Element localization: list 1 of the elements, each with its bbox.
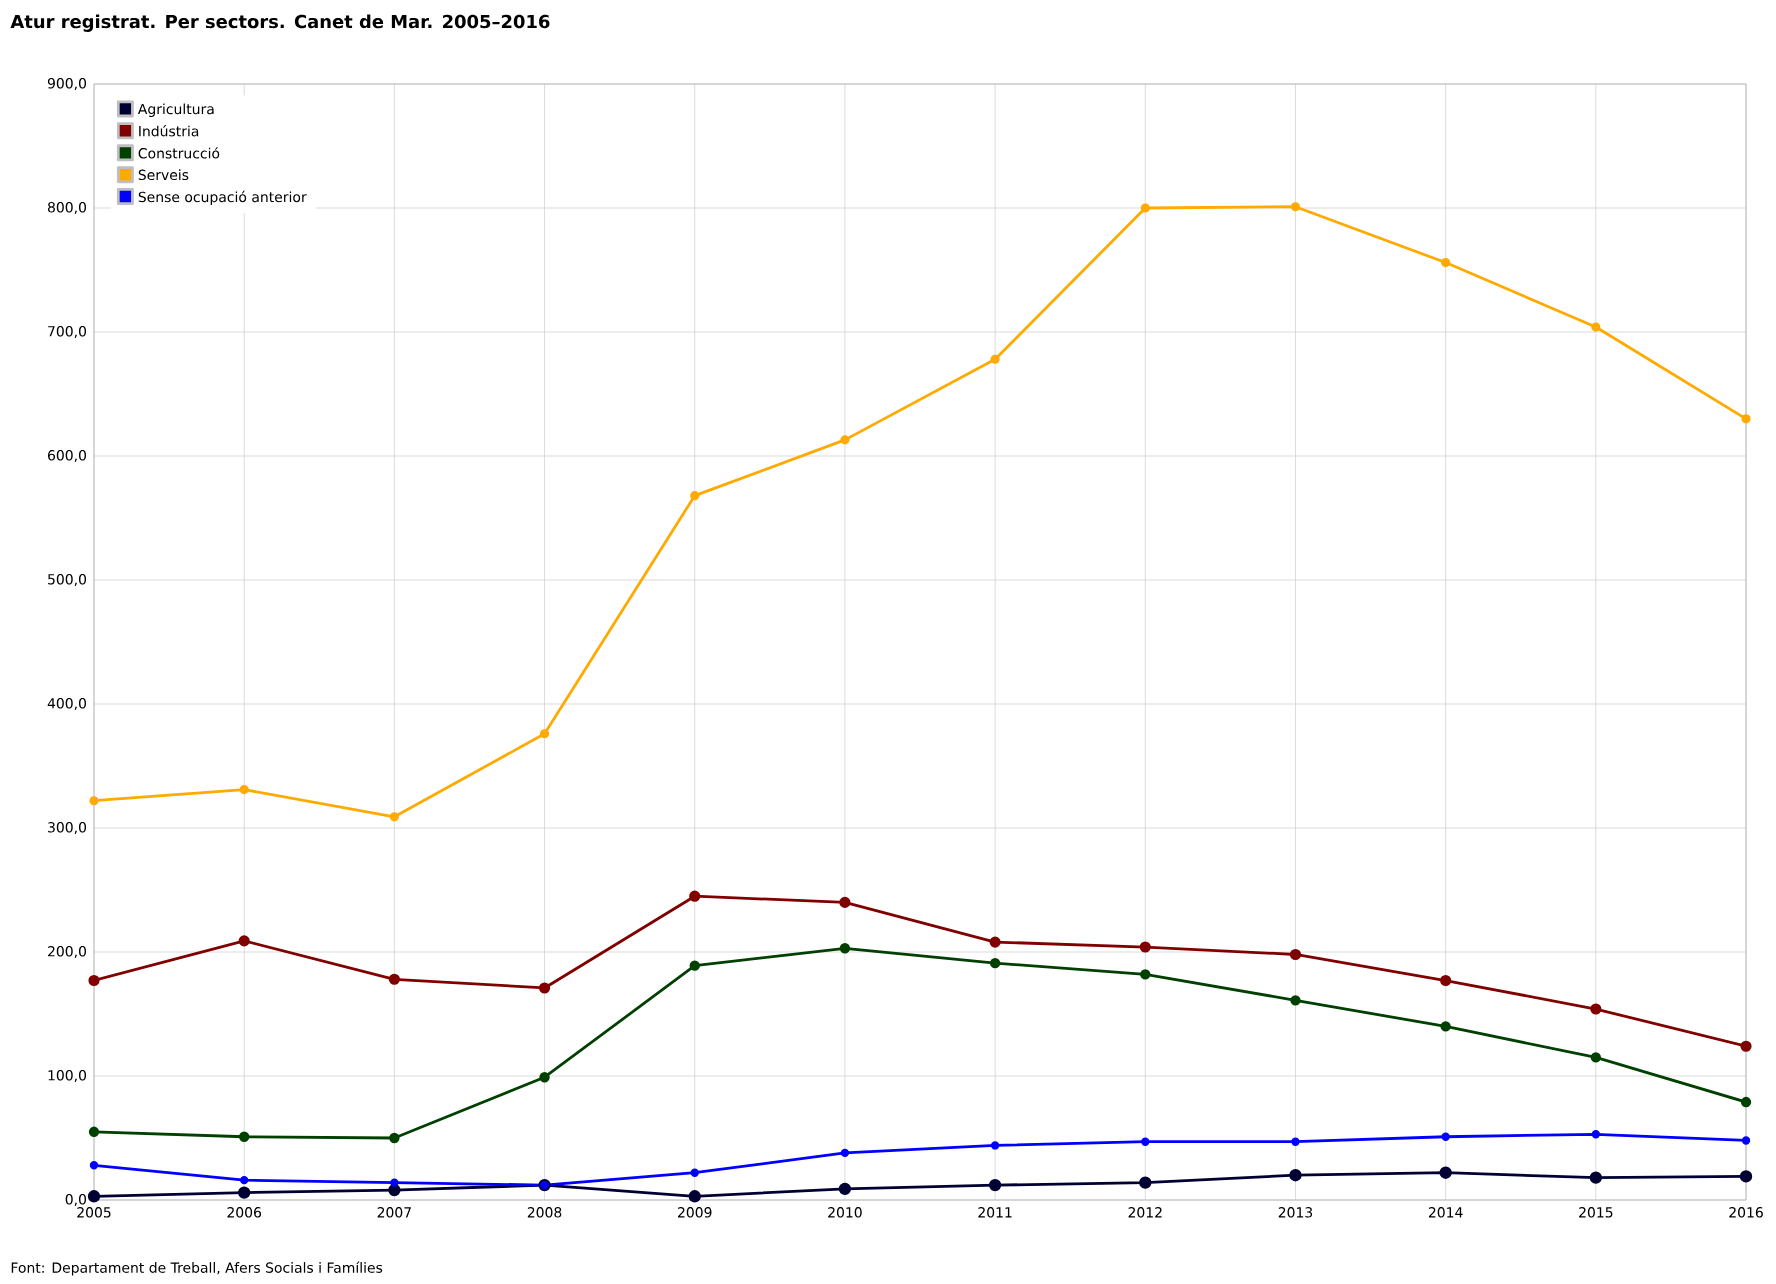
- chart-title: Atur registrat. Per sectors. Canet de Mar. 2005–2016: [10, 14, 550, 32]
